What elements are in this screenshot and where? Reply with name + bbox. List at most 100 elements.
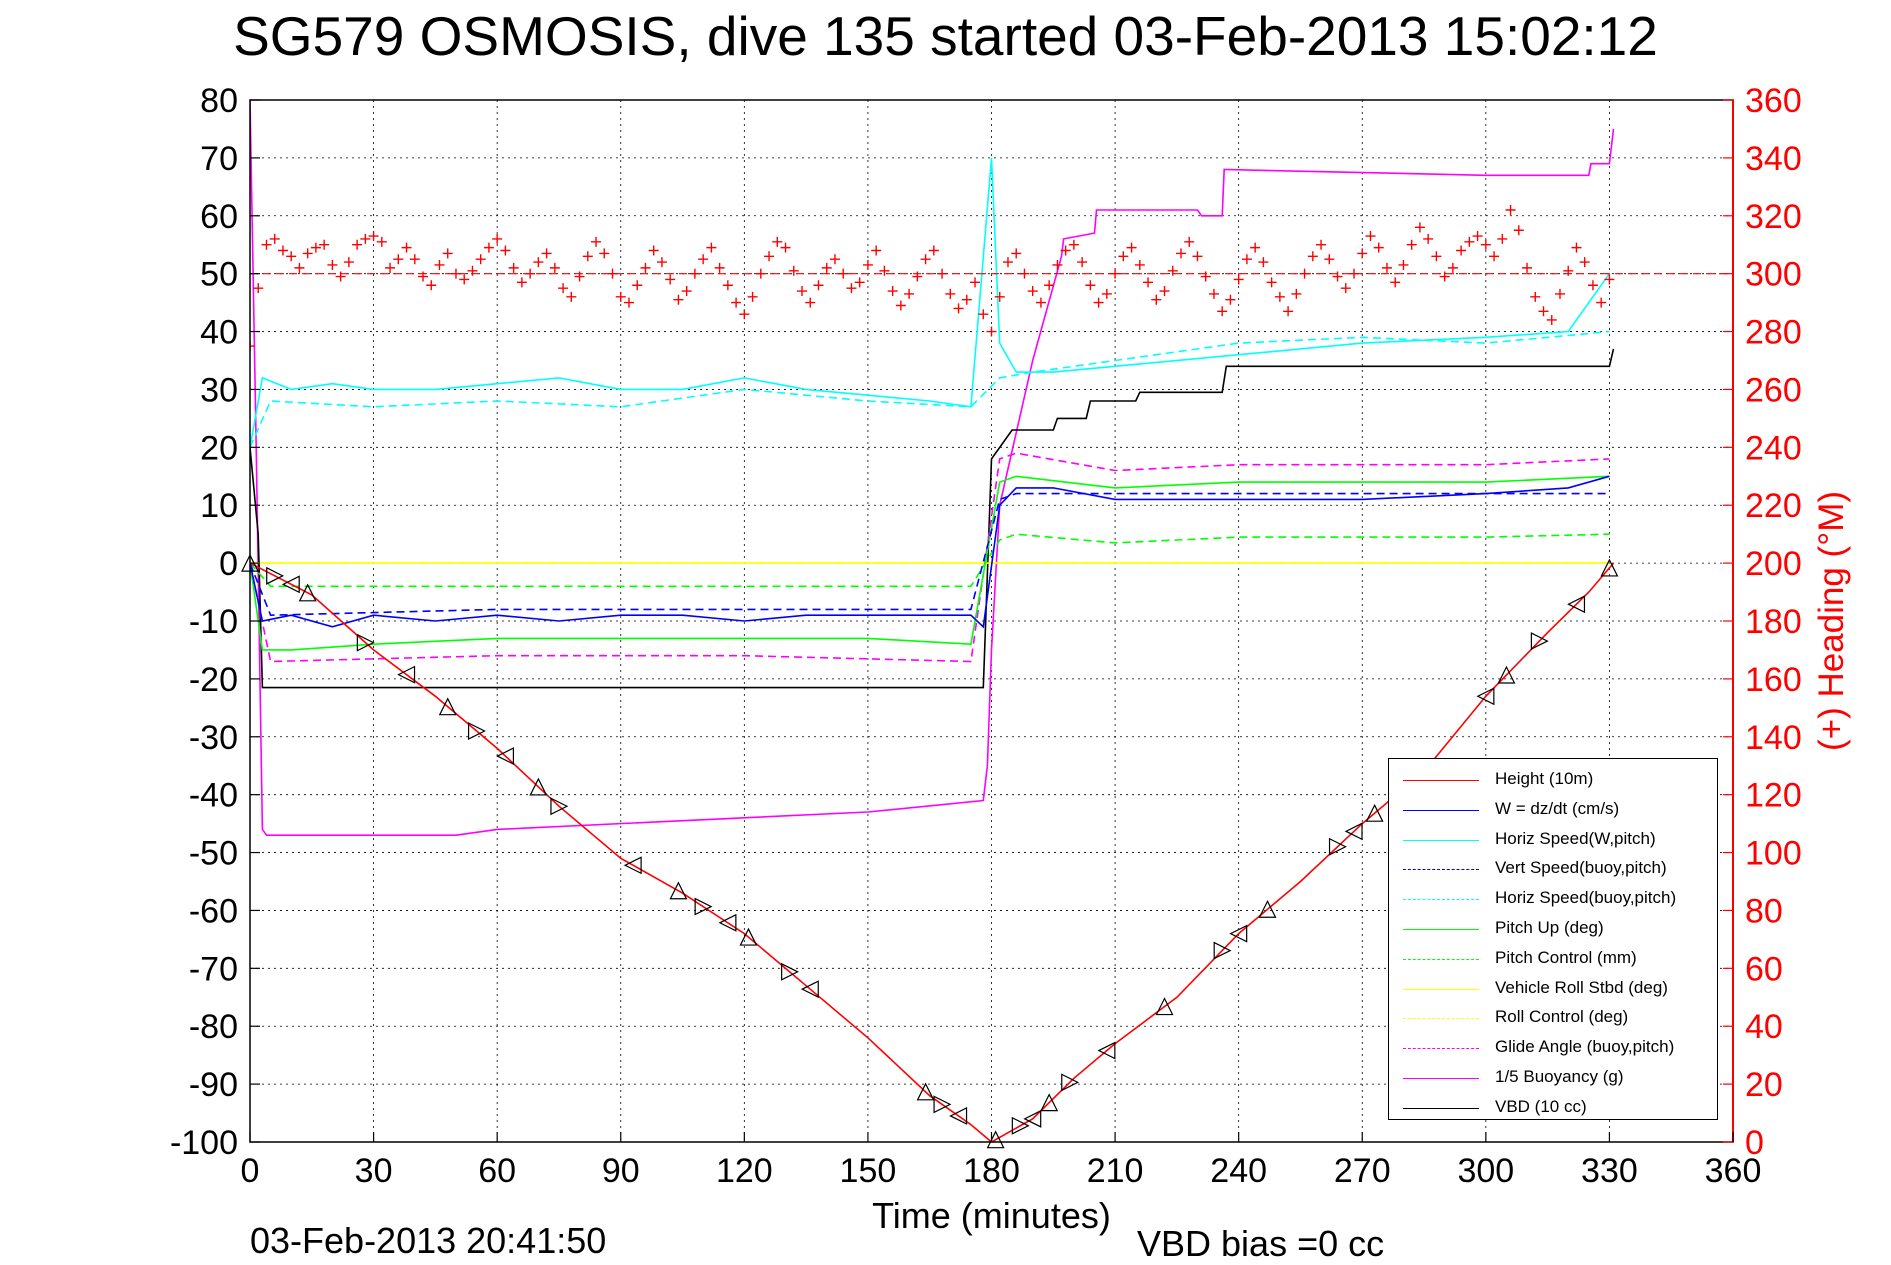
heading-point [904, 288, 915, 299]
legend-label: Pitch Control (mm) [1495, 947, 1637, 967]
x-axis-label: Time (minutes) [872, 1195, 1111, 1236]
heading-point [1472, 231, 1483, 242]
y-tick-label: 20 [200, 429, 238, 467]
heading-point [286, 251, 297, 262]
depth-marker [1328, 837, 1347, 856]
heading-point [871, 245, 882, 256]
legend-label: Vehicle Roll Stbd (deg) [1495, 977, 1668, 997]
heading-point [854, 277, 865, 288]
heading-point [599, 248, 610, 259]
heading-point [1299, 268, 1310, 279]
legend-item: Vehicle Roll Stbd (deg) [1389, 974, 1717, 1004]
heading-point [912, 271, 923, 282]
legend-swatch [1403, 839, 1479, 841]
heading-point [1324, 254, 1335, 265]
heading-point [1596, 297, 1607, 308]
heading-point [788, 265, 799, 276]
depth-marker [1497, 665, 1516, 684]
y2-tick-label: 220 [1745, 487, 1802, 525]
legend-label: VBD (10 cc) [1495, 1096, 1587, 1116]
x-tick-label: 360 [1705, 1152, 1762, 1190]
heading-point [706, 242, 717, 253]
heading-point [426, 280, 437, 291]
y2-tick-label: 180 [1745, 603, 1802, 641]
heading-point [533, 257, 544, 268]
heading-point [1381, 262, 1392, 273]
heading-point [467, 265, 478, 276]
heading-point [393, 254, 404, 265]
series-w [250, 475, 1610, 629]
heading-point [632, 280, 643, 291]
heading-point [1241, 254, 1252, 265]
legend-item: Vert Speed(buoy,pitch) [1389, 854, 1717, 884]
heading-point [1250, 242, 1261, 253]
heading-point [887, 286, 898, 297]
legend-swatch [1403, 869, 1479, 871]
heading-point [1332, 271, 1343, 282]
heading-point [1554, 288, 1565, 299]
legend-label: W = dz/dt (cm/s) [1495, 798, 1620, 818]
heading-point [945, 288, 956, 299]
right-axis-label: (+) Heading (°M) [1812, 491, 1851, 751]
heading-point [986, 326, 997, 337]
heading-point [829, 254, 840, 265]
heading-point [1579, 257, 1590, 268]
heading-point [1068, 239, 1079, 250]
heading-point [1225, 294, 1236, 305]
heading-point [250, 341, 255, 352]
depth-marker [1344, 822, 1363, 841]
heading-point [1060, 245, 1071, 256]
heading-point [1522, 262, 1533, 273]
heading-point [1266, 277, 1277, 288]
heading-point [689, 268, 700, 279]
heading-point [1274, 291, 1285, 302]
y2-tick-label: 200 [1745, 545, 1802, 583]
legend-swatch [1403, 1018, 1479, 1020]
x-tick-label: 300 [1457, 1152, 1514, 1190]
heading-point [722, 280, 733, 291]
y2-tick-label: 240 [1745, 429, 1802, 467]
y2-tick-label: 120 [1745, 777, 1802, 815]
x-tick-label: 210 [1087, 1152, 1144, 1190]
legend-label: Height (10m) [1495, 769, 1594, 788]
depth-marker [266, 566, 285, 585]
heading-point [475, 254, 486, 265]
heading-point [1019, 268, 1030, 279]
heading-point [1414, 222, 1425, 233]
heading-point [764, 251, 775, 262]
heading-point [442, 248, 453, 259]
heading-point [1233, 274, 1244, 285]
legend-label: 1/5 Buoyancy (g) [1495, 1067, 1624, 1086]
x-tick-label: 150 [840, 1152, 897, 1190]
heading-point [541, 248, 552, 259]
legend-swatch [1403, 929, 1479, 930]
heading-point [1604, 274, 1615, 285]
heading-point [261, 239, 272, 250]
y2-tick-label: 300 [1745, 256, 1802, 294]
series-buoyancy [250, 100, 1615, 837]
heading-point [1423, 233, 1434, 244]
x-tick-label: 60 [478, 1152, 516, 1190]
depth-marker [467, 722, 486, 740]
heading-point [582, 251, 593, 262]
x-tick-label: 180 [963, 1152, 1020, 1190]
heading-point [1349, 268, 1360, 279]
y-tick-label: -100 [170, 1124, 238, 1162]
heading-point [1151, 294, 1162, 305]
heading-point [1192, 251, 1203, 262]
y2-tick-label: 360 [1745, 82, 1802, 120]
y-tick-label: 60 [200, 198, 238, 236]
y2-tick-label: 0 [1745, 1124, 1764, 1162]
depth-marker [550, 797, 569, 816]
heading-point [269, 233, 280, 244]
heading-point [607, 268, 618, 279]
x-tick-label: 240 [1210, 1152, 1267, 1190]
heading-point [500, 245, 511, 256]
heading-point [368, 231, 379, 242]
heading-point [508, 262, 519, 273]
heading-point [1406, 239, 1417, 250]
heading-point [673, 294, 684, 305]
x-tick-label: 0 [241, 1152, 260, 1190]
depth-marker [669, 881, 688, 900]
heading-point [1357, 248, 1368, 259]
